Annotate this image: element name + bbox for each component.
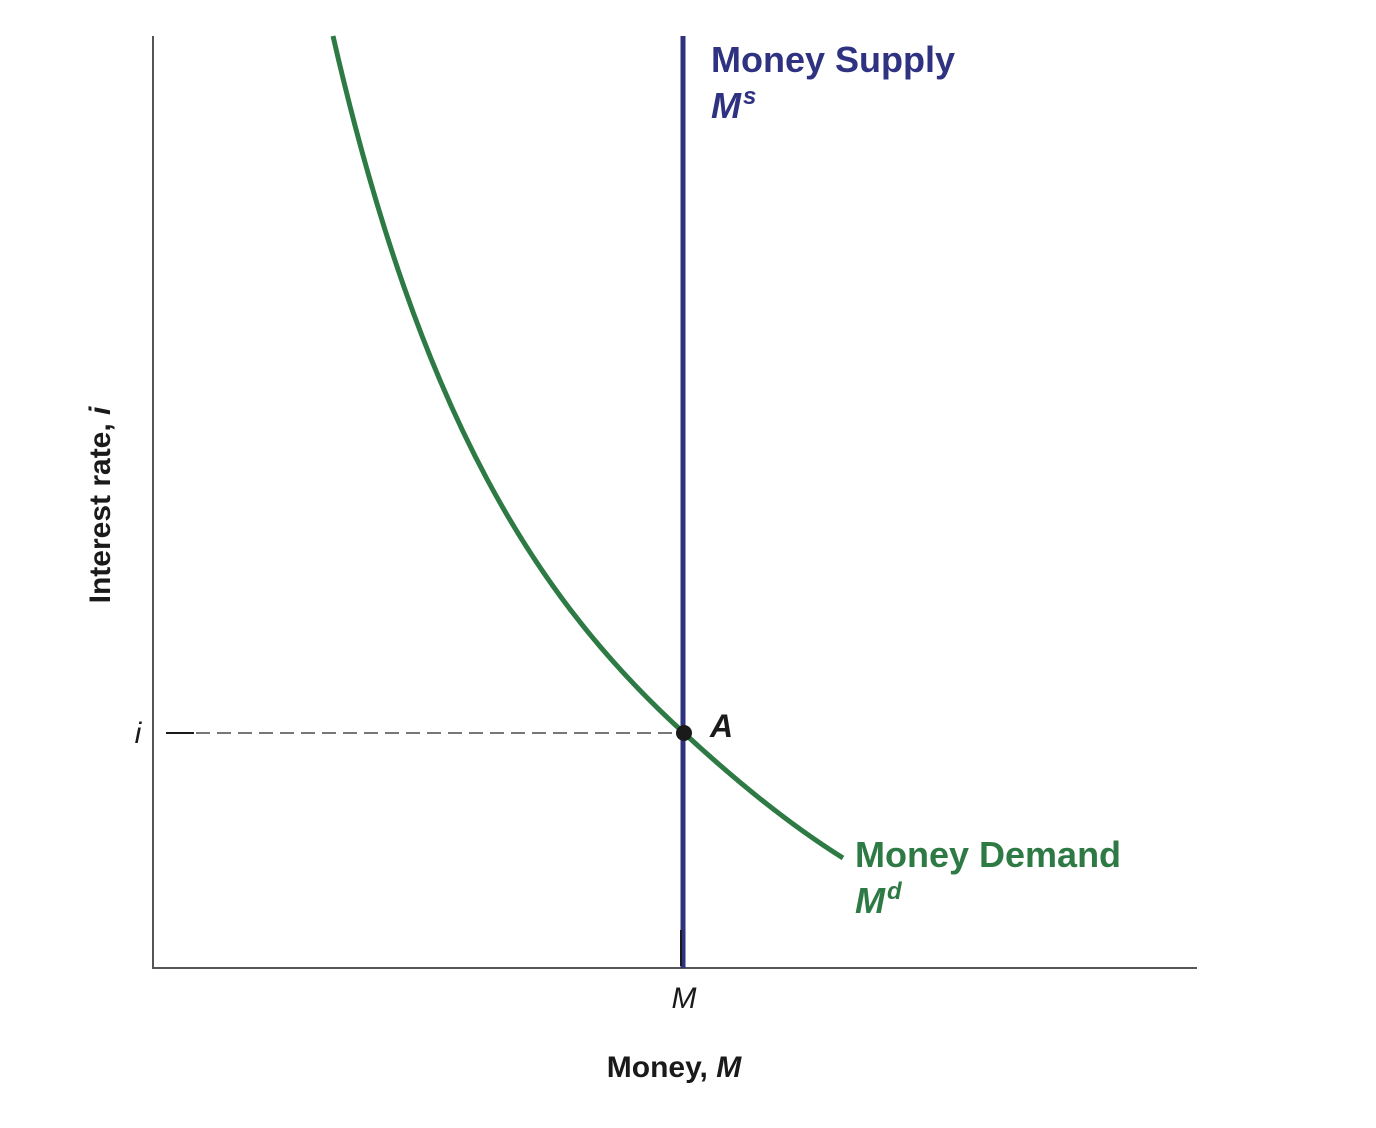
x-axis-label-symbol: M <box>716 1051 742 1084</box>
money-supply-label: Money Supply <box>711 39 955 80</box>
y-tick-label: i <box>135 717 143 750</box>
money-demand-curve <box>330 35 845 861</box>
money-supply-symbol: Ms <box>711 83 756 126</box>
x-axis-label: Money, M <box>607 1051 742 1084</box>
money-demand-symbol-base: M <box>855 880 886 921</box>
y-axis-label-text: Interest rate, <box>84 415 117 603</box>
equilibrium-point <box>676 725 692 741</box>
money-demand-symbol: Md <box>855 878 903 921</box>
y-axis-label: Interest rate, i <box>84 406 117 603</box>
x-tick-label: M <box>672 982 697 1015</box>
x-axis-label-text: Money, <box>607 1051 716 1084</box>
money-demand-label: Money Demand <box>855 834 1121 875</box>
money-supply-symbol-base: M <box>711 85 742 126</box>
y-axis-label-symbol: i <box>84 406 117 415</box>
money-supply-symbol-sup: s <box>743 83 756 110</box>
money-demand-symbol-sup: d <box>887 878 903 905</box>
equilibrium-label: A <box>709 708 733 744</box>
